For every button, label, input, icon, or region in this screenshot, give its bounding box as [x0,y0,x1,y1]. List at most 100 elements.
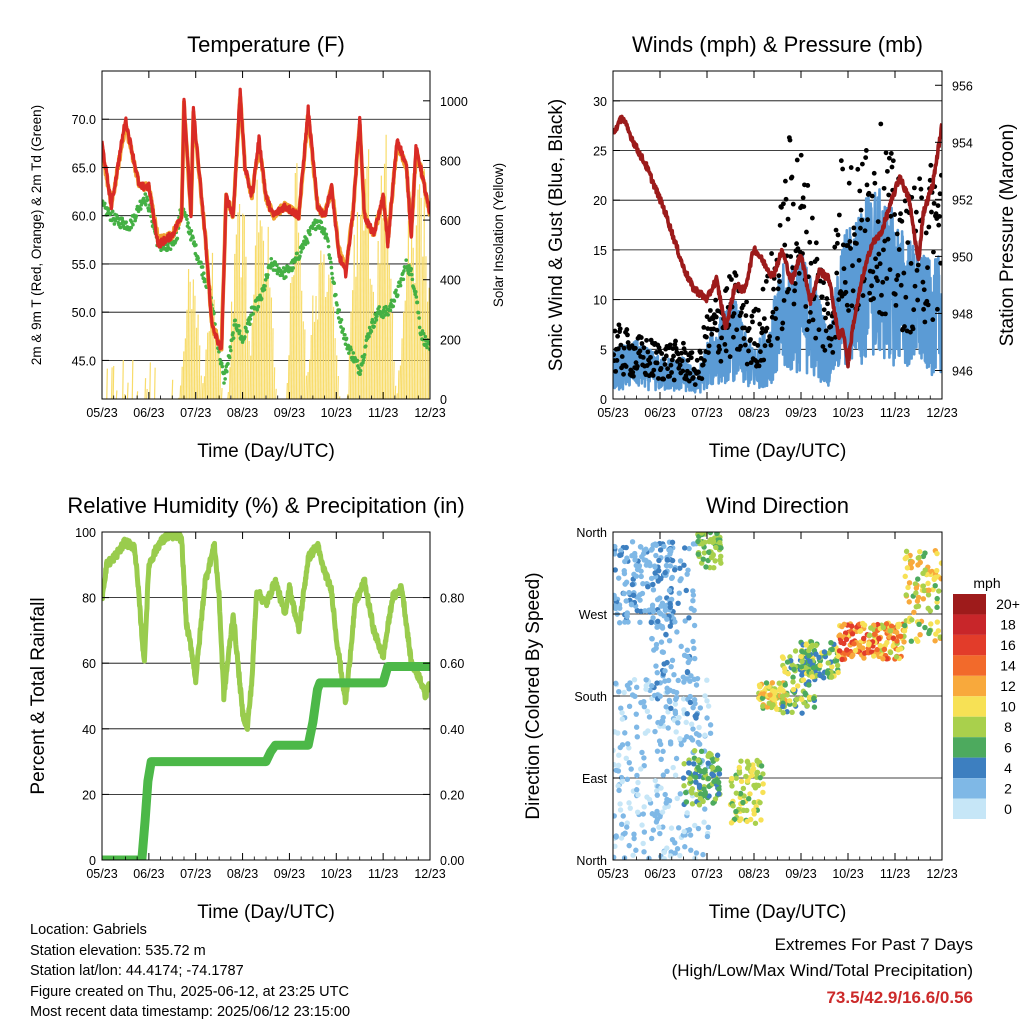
wind-direction-point [669,574,675,581]
wind-direction-point [821,649,828,655]
wind-direction-point [629,553,635,559]
temperature-y-right-tick-label: 0 [440,393,447,407]
wind-direction-point [915,594,922,601]
gust-point [714,327,720,333]
wind-direction-point [835,669,841,676]
wind-direction-point [691,645,697,652]
wind-direction-point [934,595,940,602]
gust-point [899,218,905,224]
wind-direction-point [810,665,817,671]
gust-point [847,239,853,244]
solar-insolation-spike [308,359,311,399]
gust-point [760,286,766,292]
wind-direction-point [693,850,700,856]
solar-insolation-spike [413,283,416,399]
solar-insolation-spike [367,149,370,399]
wind-direction-point [686,545,692,552]
gust-point [709,331,715,337]
wind-direction-point [660,772,667,778]
wind-direction-point [716,771,723,777]
wind-direction-point [909,617,915,623]
winds-y-right-tick-label: 950 [952,250,973,264]
solar-insolation-spike [265,274,268,399]
solar-insolation-spike [271,328,274,399]
gust-point [782,242,788,248]
wind-direction-point [668,825,675,831]
wind-direction-point [668,663,674,670]
dewpoint-point [175,236,180,241]
wind-direction-point [711,778,717,785]
gust-point [775,286,781,292]
gust-point [761,357,767,363]
wind-direction-point [642,608,648,614]
solar-insolation-spike [313,321,316,399]
winds-y-right-tick-label: 952 [952,193,973,207]
solar-insolation-spike [327,274,330,399]
dewpoint-point [295,251,299,256]
gust-point [813,240,819,246]
dewpoint-point [392,299,397,303]
colorbar-swatch [953,716,986,738]
gust-point [722,342,728,347]
gust-point [854,241,859,246]
solar-insolation-spike [407,220,410,399]
solar-insolation-spike [375,321,378,399]
wind-direction-point [938,576,942,582]
wind-direction-point [621,568,627,574]
dewpoint-point [372,324,376,329]
gust-point [903,294,909,300]
dewpoint-point [341,327,346,331]
wind-direction-point [675,825,682,831]
humidity-x-tick-label: 12/23 [414,867,445,881]
gust-point [719,335,724,341]
wind-direction-point [776,680,782,686]
gust-point [863,148,869,153]
footer-latlon: Station lat/lon: 44.4174; -74.1787 [30,963,244,979]
gust-point [825,301,830,307]
gust-point [677,362,683,368]
gust-point [780,320,786,326]
wind-direction-point [657,741,664,748]
wind-direction-point [663,631,669,638]
wind-direction-point [626,842,632,849]
gust-point [888,151,894,156]
solar-insolation-spike [298,259,301,399]
dewpoint-point [301,245,306,250]
wind-direction-point [785,670,791,677]
temperature-y-right-tick-label: 1000 [440,95,468,109]
solar-insolation-spike [251,322,253,399]
wind-direction-point [633,847,639,853]
gust-point [925,302,931,308]
humidity-x-tick-label: 07/23 [180,867,211,881]
temperature-y-label: 2m & 9m T (Red, Orange) & 2m Td (Green) [29,105,44,365]
dewpoint-point [112,222,117,226]
wind-direction-point [932,638,938,644]
dewpoint-point [248,322,252,327]
solar-insolation-spike [353,234,355,399]
wind-direction-point [648,619,655,626]
solar-insolation-spike [193,295,196,399]
gust-point [661,376,667,382]
gust-point [640,354,646,360]
gust-point [756,363,762,369]
wind-direction-point [663,562,670,569]
wind-direction-point [681,783,687,789]
gust-point [875,219,881,224]
gust-point [869,193,875,199]
wind-direction-point [829,646,835,653]
gust-point [823,315,828,321]
wind-direction-point [803,642,809,648]
wind-direction-point [760,703,766,709]
gust-point [798,152,804,158]
gust-point [871,296,876,301]
gust-point [690,375,696,380]
wind-direction-point [771,690,778,696]
gust-point [822,347,828,353]
gust-point [786,286,792,292]
dewpoint-point [324,232,329,237]
temperature-y-tick-label: 60.0 [72,210,96,224]
wind-direction-point [680,696,687,702]
wind-direction-point [849,631,856,637]
colorbar-label: 4 [1004,760,1012,776]
solar-insolation-spike [287,355,290,399]
